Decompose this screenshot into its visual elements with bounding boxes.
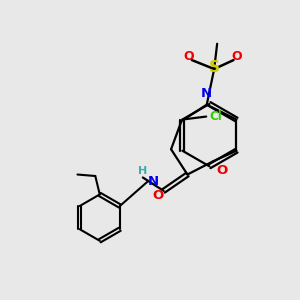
Text: O: O <box>216 164 228 176</box>
Text: O: O <box>232 50 242 63</box>
Text: H: H <box>138 166 148 176</box>
Text: S: S <box>209 60 220 75</box>
Text: Cl: Cl <box>209 110 222 123</box>
Text: N: N <box>148 175 159 188</box>
Text: N: N <box>201 87 212 100</box>
Text: O: O <box>153 189 164 202</box>
Text: O: O <box>183 50 194 63</box>
